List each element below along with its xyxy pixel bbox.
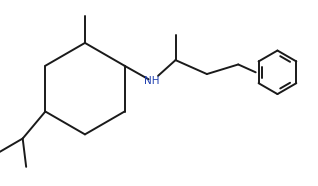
Text: NH: NH — [144, 76, 159, 86]
